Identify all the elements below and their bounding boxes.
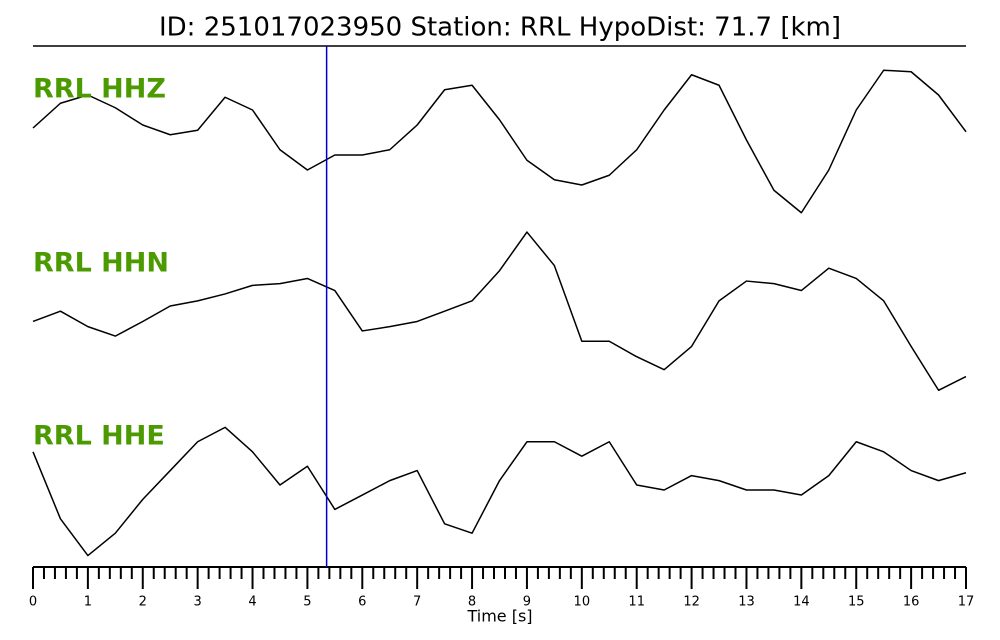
x-tick-label: 5: [303, 595, 311, 610]
x-tick-label: 6: [358, 595, 366, 610]
x-tick-label: 1: [84, 595, 92, 610]
x-tick-label: 2: [139, 595, 147, 610]
x-tick-label: 14: [793, 595, 810, 610]
trace-label: RRL HHN: [33, 248, 169, 279]
x-tick-label: 12: [683, 595, 700, 610]
x-tick-label: 10: [574, 595, 591, 610]
waveform: [32, 69, 967, 214]
x-tick-label: 9: [523, 595, 531, 610]
x-tick-label: 13: [738, 595, 755, 610]
x-tick-label: 0: [29, 595, 37, 610]
x-tick-label: 4: [248, 595, 256, 610]
waveform: [32, 426, 967, 557]
x-tick-label: 8: [468, 595, 476, 610]
x-tick-label: 7: [413, 595, 421, 610]
x-axis-label: Time [s]: [466, 607, 532, 626]
x-tick-label: 11: [628, 595, 645, 610]
x-tick-label: 16: [903, 595, 920, 610]
x-tick-label: 3: [194, 595, 202, 610]
trace-label: RRL HHZ: [33, 74, 166, 105]
trace-label: RRL HHE: [33, 421, 165, 452]
chart-title: ID: 251017023950 Station: RRL HypoDist: …: [159, 13, 841, 43]
x-tick-label: 15: [848, 595, 865, 610]
x-tick-label: 17: [958, 595, 975, 610]
waveform: [32, 231, 967, 392]
